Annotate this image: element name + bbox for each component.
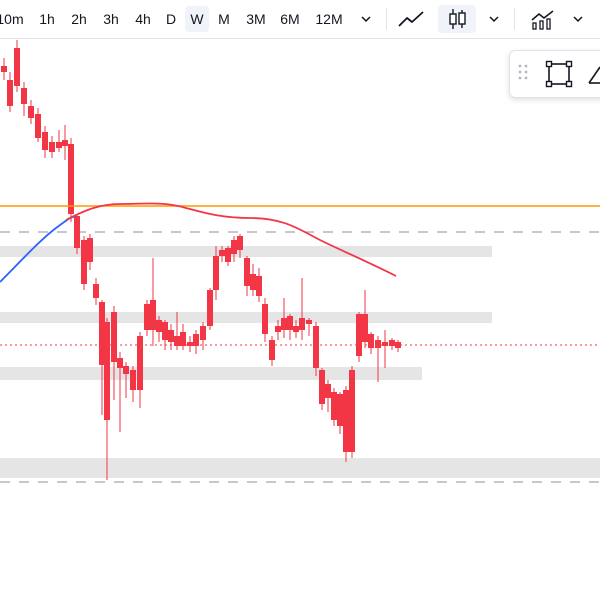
triangle-tool-icon[interactable] — [586, 59, 600, 89]
candle-body — [225, 248, 231, 262]
line-chart-icon[interactable] — [394, 5, 430, 33]
candle-body — [104, 322, 110, 420]
candle-body — [137, 336, 143, 390]
candle-body — [49, 142, 55, 152]
indicators-icon[interactable] — [526, 5, 560, 33]
candle-body — [306, 320, 312, 324]
candle-body — [200, 326, 206, 340]
candle-body — [193, 334, 199, 346]
rectangle-tool-icon[interactable] — [544, 59, 574, 89]
candle-body — [62, 140, 68, 146]
toolbar-divider — [514, 8, 515, 30]
timeframe-m[interactable]: M — [218, 11, 230, 27]
chart-toolbar: 10m 1h 2h 3h 4h D W M 3M 6M 12M — [0, 0, 600, 39]
candle-body — [349, 370, 355, 452]
candle-body — [117, 358, 123, 368]
chevron-down-icon[interactable] — [354, 5, 378, 33]
candle-body — [21, 88, 27, 104]
candle-body — [123, 366, 129, 374]
timeframe-4h[interactable]: 4h — [135, 11, 151, 27]
candle-body — [287, 316, 293, 330]
timeframe-6m[interactable]: 6M — [280, 11, 300, 27]
candle-body — [14, 48, 20, 86]
candle-body — [99, 302, 105, 365]
candle-body — [174, 336, 180, 346]
timeframe-w[interactable]: W — [185, 6, 209, 32]
candle-body — [93, 284, 99, 298]
timeframe-d[interactable]: D — [165, 11, 177, 27]
candle-body — [389, 340, 395, 346]
candle-body — [293, 326, 299, 332]
candle-body — [269, 340, 275, 360]
candle-body — [207, 290, 213, 326]
moving-average-slow — [65, 202, 397, 277]
candle-body — [187, 342, 193, 346]
candle-body — [111, 312, 117, 362]
drawing-tools-panel — [509, 50, 600, 98]
timeframe-12m[interactable]: 12M — [315, 11, 343, 27]
timeframe-1h[interactable]: 1h — [39, 11, 55, 27]
candle-body — [7, 80, 13, 106]
candle-body — [231, 240, 237, 254]
candle-body — [162, 322, 168, 340]
candle-body — [337, 394, 343, 426]
candle-body — [262, 304, 268, 334]
support-resistance-zone — [0, 246, 492, 257]
candle-body — [343, 390, 349, 452]
candle-body — [1, 66, 7, 72]
timeframe-3m[interactable]: 3M — [246, 11, 266, 27]
candle-body — [299, 318, 305, 330]
candle-body — [35, 114, 41, 138]
candle-body — [256, 276, 262, 296]
candle-body — [275, 326, 281, 332]
candle-body — [237, 236, 243, 250]
candle-body — [56, 142, 62, 148]
candle-body — [382, 342, 388, 346]
support-resistance-zone — [0, 312, 492, 323]
candle-body — [362, 314, 368, 342]
support-resistance-zone — [0, 458, 600, 478]
candle-body — [250, 274, 256, 290]
candle-body — [368, 334, 374, 348]
candle-body — [156, 320, 162, 332]
timeframe-10m[interactable]: 10m — [0, 11, 24, 27]
candle-body — [180, 332, 186, 346]
candle-body — [168, 330, 174, 342]
candle-body — [213, 256, 219, 290]
candle-body — [319, 370, 325, 404]
candle-body — [395, 342, 401, 348]
candle-body — [375, 340, 381, 348]
timeframe-2h[interactable]: 2h — [71, 11, 87, 27]
candle-body — [28, 106, 34, 118]
support-resistance-zone — [0, 367, 422, 380]
candle-body — [68, 144, 74, 214]
chevron-down-icon[interactable] — [566, 5, 590, 33]
chevron-down-icon[interactable] — [482, 5, 506, 33]
candle-body — [313, 326, 319, 368]
candle-body — [325, 384, 331, 398]
candle-body — [219, 250, 225, 256]
candle-body — [150, 300, 156, 330]
candle-body — [144, 304, 150, 330]
candle-body — [87, 238, 93, 262]
candle-body — [356, 314, 362, 356]
toolbar-divider — [386, 8, 387, 30]
candle-body — [81, 240, 87, 284]
candle-body — [331, 392, 337, 420]
candle-body — [130, 370, 136, 390]
timeframe-3h[interactable]: 3h — [103, 11, 119, 27]
candle-body — [281, 318, 287, 330]
candle-body — [74, 216, 80, 248]
candlestick-chart-icon[interactable] — [438, 5, 476, 33]
drag-handle-icon[interactable] — [516, 61, 530, 87]
candle-body — [42, 132, 48, 150]
candle-body — [244, 258, 250, 286]
